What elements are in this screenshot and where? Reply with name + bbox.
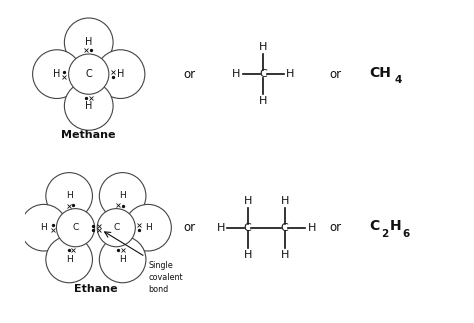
Text: H: H [259, 96, 268, 106]
Text: Methane: Methane [62, 130, 116, 140]
Text: C: C [113, 223, 119, 232]
Text: 6: 6 [402, 229, 410, 239]
Circle shape [33, 50, 82, 99]
Text: H: H [390, 219, 401, 233]
Text: CH: CH [369, 66, 391, 79]
Circle shape [64, 18, 113, 67]
Text: C: C [244, 223, 252, 233]
Text: H: H [308, 223, 316, 233]
Text: H: H [286, 69, 295, 79]
Text: C: C [369, 219, 380, 233]
Text: H: H [85, 101, 92, 111]
Circle shape [100, 236, 146, 283]
Text: H: H [244, 250, 252, 260]
Text: H: H [145, 223, 151, 232]
Text: H: H [119, 255, 126, 264]
Circle shape [69, 54, 109, 94]
Text: or: or [183, 221, 195, 234]
Text: H: H [119, 192, 126, 200]
Text: H: H [85, 37, 92, 47]
Text: H: H [259, 42, 268, 52]
Circle shape [56, 209, 94, 247]
Text: C: C [73, 223, 79, 232]
Text: H: H [232, 69, 241, 79]
Text: 4: 4 [395, 76, 402, 86]
Text: H: H [40, 223, 47, 232]
Text: C: C [281, 223, 289, 233]
Text: H: H [244, 196, 252, 206]
Text: or: or [329, 68, 341, 81]
Text: C: C [260, 69, 267, 79]
Text: or: or [183, 68, 195, 81]
Circle shape [125, 204, 171, 251]
Text: H: H [217, 223, 225, 233]
Circle shape [96, 50, 145, 99]
Text: H: H [117, 69, 124, 79]
Circle shape [46, 236, 92, 283]
Text: or: or [329, 221, 341, 234]
Text: 2: 2 [381, 229, 388, 239]
Circle shape [100, 172, 146, 219]
Text: H: H [53, 69, 61, 79]
Text: Ethane: Ethane [74, 284, 118, 294]
Text: H: H [66, 192, 73, 200]
Text: C: C [85, 69, 92, 79]
Text: H: H [66, 255, 73, 264]
Circle shape [64, 81, 113, 130]
Circle shape [46, 172, 92, 219]
Circle shape [97, 209, 136, 247]
Text: H: H [281, 250, 289, 260]
Text: H: H [281, 196, 289, 206]
Circle shape [20, 204, 67, 251]
Text: Single
covalent
bond: Single covalent bond [148, 261, 182, 294]
